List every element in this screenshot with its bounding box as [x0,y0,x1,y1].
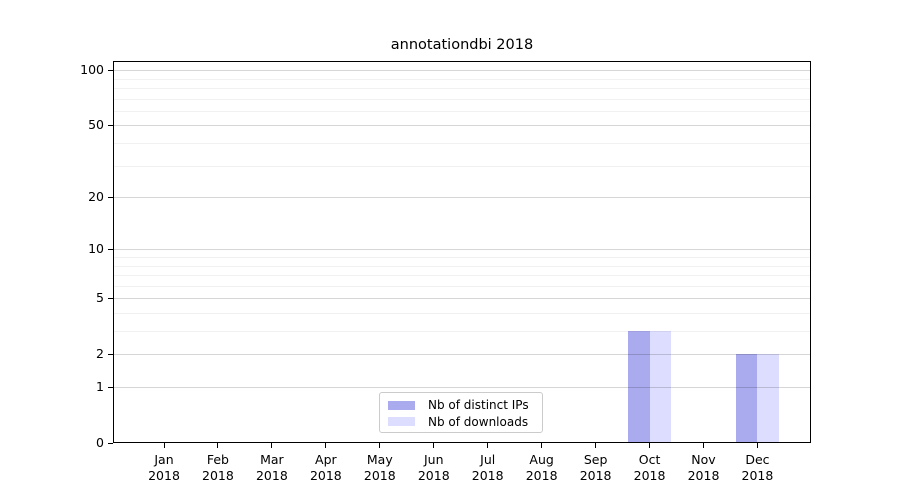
legend-item-downloads: Nb of downloads [380,414,542,431]
major-gridline [113,354,811,356]
x-tick-label: Feb 2018 [186,452,250,483]
minor-gridline [113,275,811,277]
minor-gridline [113,78,811,80]
bar-nb-of-downloads-dec [757,354,780,442]
bar-nb-of-distinct-ips-oct [627,331,650,442]
minor-gridline [113,110,811,112]
x-tick-label: Jun 2018 [402,452,466,483]
bar-nb-of-distinct-ips-dec [735,354,758,442]
major-gridline [113,387,811,388]
x-tick-month: Dec [745,452,770,467]
major-gridline [113,298,811,300]
x-tick-year: 2018 [579,467,612,483]
x-tick-month: Feb [206,452,229,467]
x-tick-label: Aug 2018 [510,452,574,483]
x-tick-year: 2018 [741,467,774,483]
x-tick [541,443,543,448]
y-tick-label: 10 [88,241,104,257]
minor-gridline [113,88,811,90]
x-tick [325,443,327,448]
x-tick [595,443,597,448]
chart-title: annotationdbi 2018 [390,37,534,53]
x-tick [649,443,651,448]
x-tick-month: Sep [583,452,608,467]
x-tick-label: Dec 2018 [725,452,789,483]
x-tick-month: Nov [691,452,716,467]
y-tick-label: 100 [80,62,104,78]
major-gridline [113,197,811,199]
x-tick-month: Oct [638,452,661,467]
x-tick-month: Jan [154,452,174,467]
legend-item-distinct-ips: Nb of distinct IPs [380,397,542,414]
plot-area [113,61,811,443]
x-tick [379,443,381,448]
x-tick-year: 2018 [148,467,180,483]
minor-gridline [113,312,811,314]
y-tick-label: 2 [96,346,104,362]
x-tick-month: Jul [480,452,496,467]
x-tick [433,443,435,448]
minor-gridline [113,98,811,100]
x-tick-year: 2018 [309,467,342,483]
y-tick-label: 50 [88,117,104,133]
x-tick-label: Sep 2018 [564,452,628,483]
x-tick-year: 2018 [687,467,720,483]
legend-swatch-distinct-ips [388,400,415,410]
x-tick [217,443,219,448]
legend-swatch-downloads [388,417,415,427]
major-gridline [113,249,811,251]
minor-gridline [113,265,811,267]
x-tick-year: 2018 [417,467,450,483]
x-tick-year: 2018 [471,467,504,483]
x-tick-year: 2018 [255,467,288,483]
legend-label-distinct-ips: Nb of distinct IPs [428,398,529,413]
x-tick-month: May [366,452,393,467]
x-tick-month: Apr [315,452,337,467]
x-tick [271,443,273,448]
x-tick-label: May 2018 [348,452,412,483]
bar-nb-of-downloads-oct [649,331,672,442]
minor-gridline [113,285,811,287]
minor-gridline [113,257,811,258]
y-tick-label: 5 [96,290,104,306]
x-tick-month: Jun [423,452,444,467]
y-tick-label: 1 [96,379,104,394]
x-tick-year: 2018 [525,467,558,483]
major-gridline [113,70,811,72]
legend: Nb of distinct IPs Nb of downloads [379,392,543,433]
x-tick-month: Aug [529,452,554,467]
y-tick [108,443,113,444]
x-tick [163,443,165,448]
minor-gridline [113,143,811,145]
x-tick-label: Jul 2018 [456,452,520,483]
x-tick-label: Jan 2018 [132,452,196,483]
x-tick-label: Oct 2018 [618,452,682,483]
x-tick-label: Nov 2018 [672,452,736,483]
legend-label-downloads: Nb of downloads [428,414,529,429]
x-tick-month: Mar [260,452,284,467]
y-tick-label: 20 [88,189,104,205]
y-tick-label: 0 [96,435,104,450]
x-tick [756,443,758,448]
major-gridline [113,125,811,127]
minor-gridline [113,331,811,333]
x-tick-label: Mar 2018 [240,452,304,483]
x-tick-year: 2018 [633,467,666,483]
x-tick [487,443,489,448]
x-tick-year: 2018 [202,467,234,483]
x-tick-label: Apr 2018 [294,452,358,483]
x-tick [703,443,704,448]
minor-gridline [113,165,811,167]
x-tick-year: 2018 [363,467,396,483]
